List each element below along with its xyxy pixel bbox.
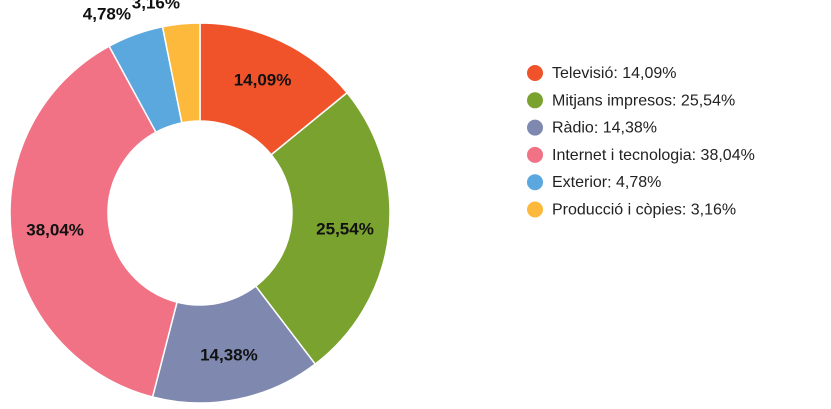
legend-value: 38,04%	[701, 147, 755, 164]
legend-swatch	[527, 146, 543, 163]
value-label: 25,54%	[316, 220, 374, 239]
value-label: 14,09%	[234, 71, 292, 90]
legend-value: 14,38%	[603, 120, 657, 137]
slice	[9, 45, 178, 398]
legend-entry: Ràdio: 14,38%	[552, 120, 657, 137]
legend-entry: Producció i còpies: 3,16%	[552, 202, 736, 219]
value-label: 38,04%	[26, 220, 84, 239]
value-label: 14,38%	[200, 346, 258, 365]
legend-name: Exterior	[552, 174, 608, 191]
slice	[161, 22, 201, 124]
legend-entry: Exterior: 4,78%	[552, 174, 661, 191]
slice	[254, 91, 391, 366]
legend-swatch	[527, 65, 543, 81]
legend-value: 14,09%	[622, 65, 676, 82]
legend-swatch	[527, 201, 543, 218]
legend-swatch	[527, 174, 543, 191]
legend-value: 3,16%	[691, 202, 736, 219]
legend-name: Producció i còpies	[552, 202, 682, 219]
legend-name: Ràdio	[552, 120, 594, 137]
legend-entry: Internet i tecnologia: 38,04%	[552, 147, 755, 164]
legend-swatch	[527, 119, 543, 136]
value-label: 3,16%	[132, 0, 180, 12]
legend-name: Televisió	[552, 65, 613, 82]
legend-name: Mitjans impresos	[552, 93, 672, 110]
legend-value: 4,78%	[616, 174, 661, 191]
legend-entry: Mitjans impresos: 25,54%	[552, 93, 735, 110]
legend-swatch	[527, 92, 543, 109]
value-label: 4,78%	[83, 5, 131, 24]
legend-value: 25,54%	[681, 93, 735, 110]
legend-entry: Televisió: 14,09%	[552, 65, 677, 82]
legend-name: Internet i tecnologia	[552, 147, 692, 164]
